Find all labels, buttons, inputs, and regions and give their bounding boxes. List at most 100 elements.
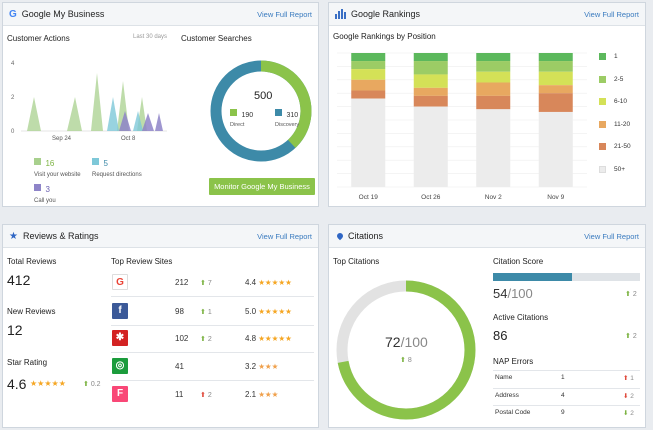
bar-segment-21-50-oct-26 (413, 95, 448, 107)
legend-swatch (599, 120, 606, 128)
citation-score-title: Citation Score (493, 257, 544, 266)
bar-segment-50--oct-26 (413, 106, 448, 187)
down-arrow-icon: ⬇ (623, 393, 629, 400)
review-change: ⬆ 2 (200, 335, 212, 343)
bar-segment-21-50-nov-9 (538, 93, 573, 112)
legend-value: 5 (103, 159, 108, 168)
citations-view-full-report-link[interactable]: View Full Report (584, 231, 639, 241)
legend-label: 11-20 (614, 120, 631, 128)
tripadvisor-icon[interactable]: ◎ (112, 358, 128, 374)
nap-label: Address (495, 392, 519, 399)
nap-value: 9 (561, 409, 565, 416)
citations-header: Citations View Full Report (329, 225, 645, 248)
bar-segment-1-nov-2 (476, 53, 511, 62)
total-reviews-label: Total Reviews (7, 257, 57, 266)
nap-change-value: 1 (630, 375, 634, 382)
nap-label: Postal Code (495, 409, 531, 416)
legend-label: 2-5 (614, 75, 624, 83)
site-rating: 2.1 ★★★ (245, 390, 278, 399)
legend-label: 1 (614, 53, 618, 60)
star-rating-change: ⬆ 0.2 (83, 380, 101, 388)
citation-score-value: 54/100 (493, 286, 533, 301)
up-arrow-icon: ⬆ (200, 309, 206, 316)
x-tick-label: Nov 2 (485, 194, 502, 201)
review-change: ⬆ 7 (200, 279, 212, 287)
map-pin-icon (335, 231, 345, 241)
gmb-view-full-report-link[interactable]: View Full Report (257, 9, 312, 19)
up-arrow-icon: ⬆ (623, 375, 629, 382)
bar-segment-1-oct-26 (413, 53, 448, 62)
foursquare-icon[interactable]: F (112, 386, 128, 402)
gmb-header: G Google My Business View Full Report (3, 3, 318, 26)
legend-swatch (599, 143, 606, 150)
legend-value: 16 (45, 159, 55, 168)
nap-value: 1 (561, 374, 565, 381)
rankings-legend: 1 2-5 6-10 11-20 21-50 50+ (599, 53, 631, 188)
total-reviews-value: 412 (7, 272, 31, 288)
legend-item: 50+ (599, 165, 631, 189)
rankings-view-full-report-link[interactable]: View Full Report (584, 9, 639, 19)
rating-value: 4.4 (245, 278, 257, 287)
down-arrow-icon: ⬆ (200, 392, 206, 399)
bar-segment-1-nov-9 (538, 53, 573, 62)
rating-stars: ★★★★★ (256, 278, 292, 287)
bar-chart-icon (335, 9, 346, 19)
donut-change-value: 8 (407, 357, 412, 364)
google-g-icon: G (9, 8, 17, 20)
direct-label: Direct (230, 122, 245, 128)
rankings-chart: Oct 19 Oct 26 Nov 2 Nov 9 (337, 52, 587, 201)
discovery-stat: 310 Discovery (275, 104, 299, 128)
row-divider (493, 388, 640, 389)
row-divider (493, 405, 640, 406)
facebook-icon[interactable]: f (112, 303, 128, 319)
x-tick-label: Oct 26 (421, 194, 441, 201)
rating-value: 2.1 (245, 390, 257, 399)
gmb-title: Google My Business (21, 9, 105, 19)
citations-title: Citations (348, 231, 384, 241)
x-tick: Sep 24 (52, 136, 72, 142)
star-rating-stars: ★★★★★ (30, 379, 66, 388)
legend-swatch (599, 98, 606, 105)
bar-segment-1-oct-19 (351, 53, 386, 62)
site-rating: 3.2 ★★★ (245, 362, 278, 371)
site-rating: 4.8 ★★★★★ (245, 334, 292, 343)
review-change-value: 7 (207, 280, 212, 287)
top-review-sites-title: Top Review Sites (111, 257, 173, 266)
x-tick-label: Oct 19 (359, 194, 379, 201)
legend-value: 3 (45, 185, 50, 194)
legend-swatch (34, 158, 41, 166)
rating-stars: ★★★ (256, 362, 279, 371)
bar-segment-11-20-nov-2 (476, 82, 511, 96)
bar-segment-11-20-oct-19 (351, 79, 386, 91)
legend-swatch (599, 53, 606, 60)
top-citations-title: Top Citations (333, 257, 380, 266)
yelp-icon[interactable]: ✱ (112, 330, 128, 346)
legend-swatch (92, 158, 99, 166)
legend-swatch (34, 184, 41, 192)
direct-swatch (230, 109, 237, 117)
customer-actions-chart: 4 2 0 (11, 61, 167, 135)
customer-actions-title: Customer Actions (7, 34, 70, 43)
legend-item: 1 (599, 53, 631, 76)
legend-label: 6-10 (614, 98, 628, 105)
rating-value: 3.2 (245, 362, 257, 371)
bar-segment-2-5-nov-2 (476, 61, 511, 72)
active-citations-title: Active Citations (493, 313, 549, 322)
citation-score-change: ⬆ 2 (625, 290, 637, 298)
legend-label: Call you (34, 198, 56, 204)
gmb-panel: G Google My Business View Full Report Cu… (2, 2, 319, 207)
review-count: 41 (175, 362, 184, 371)
bar-segment-50--nov-9 (538, 111, 573, 187)
site-rating: 5.0 ★★★★★ (245, 307, 292, 316)
legend-label: Request directions (92, 172, 142, 178)
nap-value: 4 (561, 392, 565, 399)
row-divider (111, 352, 314, 353)
google-icon[interactable]: G (112, 274, 128, 290)
searches-donut (210, 60, 312, 162)
rating-stars: ★★★★★ (256, 307, 292, 316)
row-divider (111, 296, 314, 297)
nap-errors-title: NAP Errors (493, 357, 534, 366)
reviews-view-full-report-link[interactable]: View Full Report (257, 231, 312, 241)
up-arrow-icon: ⬆ (625, 291, 631, 298)
monitor-gmb-button[interactable]: Monitor Google My Business (209, 178, 315, 195)
